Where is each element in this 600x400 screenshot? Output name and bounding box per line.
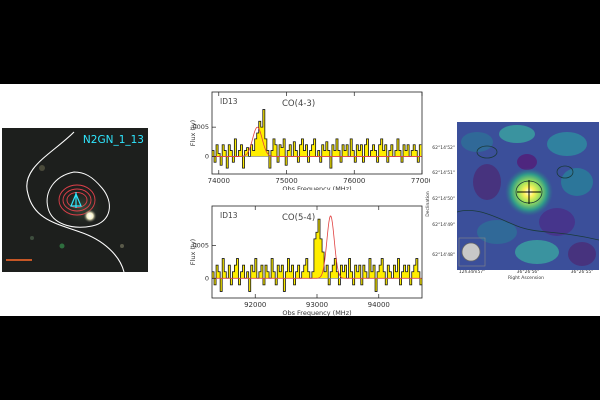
x-tick-label: 75000 — [275, 177, 297, 185]
line-label: CO(5-4) — [282, 213, 315, 223]
contour-white-inner — [46, 171, 110, 228]
radio-map-frame: 62°14'52" 62°14'51" 62°14'50" 62°14'49" … — [425, 145, 594, 281]
spectrum-fill — [212, 219, 422, 292]
optical-cutout: N2GN_1_13 — [2, 128, 148, 272]
map-ytick-label: 62°14'51" — [432, 170, 455, 176]
y-tick-label: 0 — [205, 274, 209, 282]
radio-map-image — [457, 122, 599, 270]
contour-red-2 — [62, 188, 92, 212]
x-axis-label: Obs Frequency (MHz) — [282, 309, 351, 316]
contour-red-1 — [58, 184, 96, 216]
background-source — [120, 244, 124, 248]
spectrum-line — [212, 218, 422, 292]
contour-red-3 — [66, 192, 88, 208]
map-ytick-label: 62°14'52" — [432, 145, 455, 151]
id-label: ID13 — [220, 97, 238, 106]
map-y-tick-labels: 62°14'52" 62°14'51" 62°14'50" 62°14'49" … — [432, 145, 455, 258]
beam-box — [458, 237, 486, 267]
cyan-marker — [70, 192, 82, 208]
map-xtick-label: 36°26'56" — [517, 269, 540, 275]
map-xtick-label: 12h34m57" — [459, 269, 485, 275]
line-label: CO(4-3) — [282, 99, 315, 109]
x-tick-label: 76000 — [343, 177, 365, 185]
x-axis-label: Obs Frequency (MHz) — [282, 185, 351, 190]
radio-map — [457, 122, 599, 270]
background-source — [30, 236, 34, 240]
contour-white-outer — [26, 131, 125, 272]
map-xtick-label: 36°26'55" — [571, 269, 594, 275]
map-ytick-label: 62°14'50" — [432, 196, 455, 202]
source-crosshair — [517, 180, 541, 204]
map-x-axis-label: Right Ascension — [508, 275, 544, 281]
gaussian-fit — [212, 215, 422, 279]
y-axis-label: Flux (Jy) — [190, 239, 197, 265]
y-axis-label: Flux (Jy) — [190, 120, 197, 146]
bright-source — [83, 209, 97, 223]
x-tick-label: 74000 — [208, 177, 230, 185]
id-label: ID13 — [220, 211, 238, 220]
spectrum-fill — [212, 109, 422, 169]
y-tick-label: 0.0005 — [190, 123, 209, 131]
background-source — [39, 165, 45, 171]
plot-frame — [211, 91, 423, 175]
x-tick-label: 94000 — [368, 301, 390, 309]
background-source — [59, 243, 65, 249]
beam-ellipse — [461, 242, 481, 262]
map-y-axis-label: Declination — [425, 191, 431, 217]
noise-blobs — [461, 125, 596, 266]
map-x-tick-labels: 12h34m57" 36°26'56" 36°26'55" — [459, 269, 594, 275]
y-tick-label: 0 — [205, 152, 209, 160]
y-tick-label: 0.0005 — [190, 241, 209, 249]
x-tick-label: 92000 — [244, 301, 266, 309]
map-ytick-label: 62°14'49" — [432, 222, 455, 228]
source-label: N2GN_1_13 — [82, 134, 144, 146]
x-tick-label: 93000 — [306, 301, 328, 309]
gaussian-fit — [212, 126, 422, 157]
cutout-image — [2, 128, 148, 272]
map-ytick-label: 62°14'48" — [432, 252, 455, 258]
